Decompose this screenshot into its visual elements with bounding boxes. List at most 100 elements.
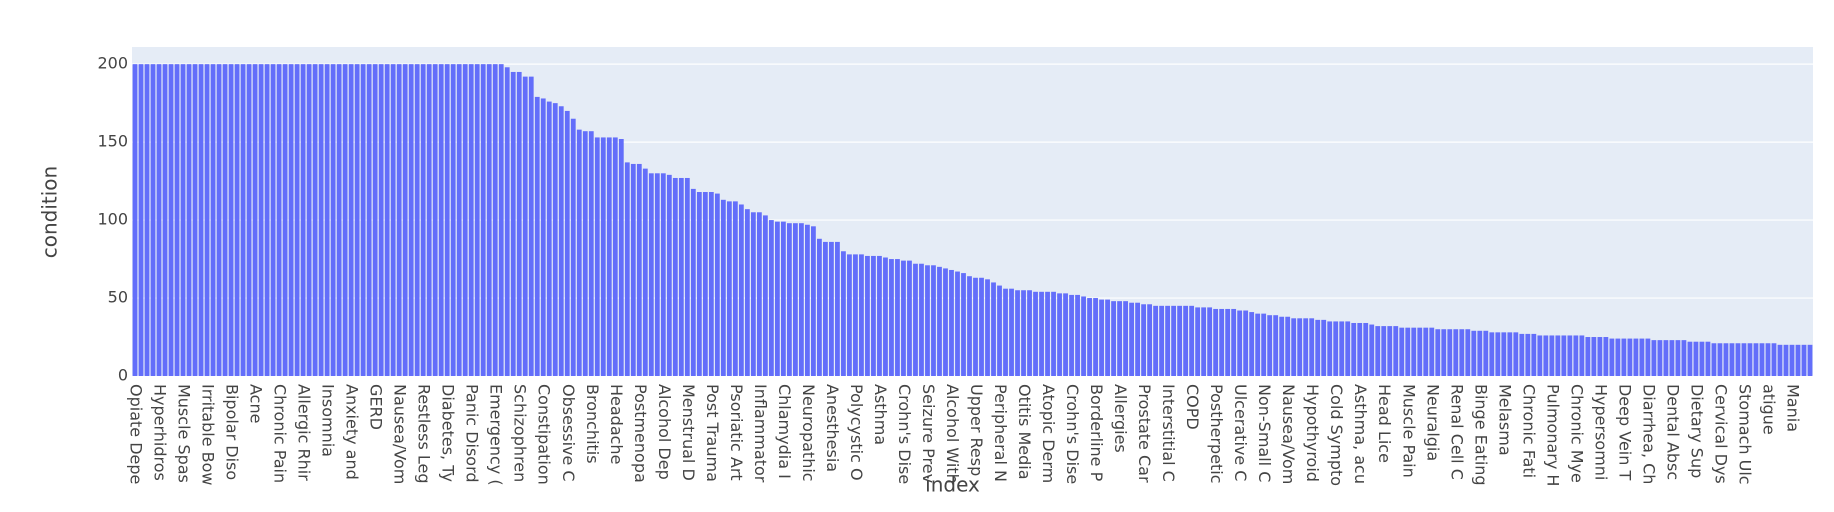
bar bbox=[829, 241, 834, 376]
bar bbox=[1111, 301, 1116, 376]
bar bbox=[1399, 327, 1405, 376]
bar bbox=[468, 64, 474, 376]
x-axis-title: index bbox=[925, 473, 980, 497]
bar bbox=[1021, 290, 1026, 376]
x-tick-label: Cold Sympto bbox=[1327, 384, 1346, 486]
bar bbox=[1165, 305, 1171, 376]
bar bbox=[270, 64, 276, 376]
bar bbox=[570, 118, 576, 376]
bar bbox=[1729, 343, 1735, 376]
x-tick-label: Cervical Dys bbox=[1711, 384, 1730, 484]
bar bbox=[877, 255, 882, 376]
bar bbox=[1009, 288, 1014, 376]
bar bbox=[228, 64, 234, 376]
x-tick-label: Bronchitis bbox=[583, 384, 602, 464]
bar bbox=[492, 64, 498, 376]
bar bbox=[1363, 322, 1369, 376]
bar bbox=[1171, 305, 1177, 376]
bar bbox=[1417, 327, 1423, 376]
x-tick-label: Diabetes, Ty bbox=[439, 384, 458, 482]
bar bbox=[937, 266, 942, 376]
x-tick-label: Non-Small C bbox=[1255, 384, 1274, 482]
bar bbox=[600, 137, 606, 376]
x-tick-label: Borderline P bbox=[1087, 384, 1106, 482]
bar bbox=[498, 64, 504, 376]
bar bbox=[642, 168, 648, 376]
x-tick-label: Hyperhidros bbox=[151, 384, 170, 481]
bar bbox=[1141, 304, 1147, 376]
bar bbox=[1657, 340, 1663, 376]
x-tick-label: Allergies bbox=[1111, 384, 1130, 453]
bar bbox=[1705, 341, 1711, 376]
x-tick-label: Renal Cell C bbox=[1447, 384, 1466, 480]
bar bbox=[943, 268, 948, 376]
bar bbox=[186, 64, 192, 376]
bar bbox=[246, 64, 252, 376]
bar bbox=[252, 64, 258, 376]
x-tick-label: Hypothyroid bbox=[1303, 384, 1322, 482]
bar bbox=[174, 64, 180, 376]
x-tick-label: Ulcerative C bbox=[1231, 384, 1250, 481]
bar bbox=[841, 251, 846, 376]
bar bbox=[648, 173, 654, 376]
bar bbox=[222, 64, 228, 376]
bar bbox=[1327, 321, 1333, 376]
bar bbox=[1489, 332, 1495, 376]
x-tick-label: Prostate Car bbox=[1135, 384, 1154, 483]
bar bbox=[1627, 338, 1633, 376]
x-tick-label: Emergency ( bbox=[487, 384, 506, 486]
bar bbox=[1411, 327, 1417, 376]
bar bbox=[672, 177, 678, 376]
x-tick-label: Interstitial C bbox=[1159, 384, 1178, 482]
bar bbox=[991, 282, 996, 376]
bar bbox=[372, 64, 378, 376]
bar bbox=[913, 263, 918, 376]
bar bbox=[1777, 344, 1783, 376]
bar bbox=[522, 76, 528, 376]
bar bbox=[288, 64, 294, 376]
x-tick-label: Asthma, acu bbox=[1351, 384, 1370, 484]
bar bbox=[907, 260, 912, 376]
x-tick-label: Alcohol Dep bbox=[655, 384, 674, 480]
bar bbox=[774, 221, 780, 376]
bar bbox=[1519, 333, 1525, 376]
bar bbox=[1321, 319, 1327, 376]
bar bbox=[1231, 308, 1237, 376]
x-tick-label: atigue bbox=[1759, 384, 1778, 435]
bar bbox=[919, 263, 924, 376]
x-tick-label: Polycystic O bbox=[847, 384, 866, 481]
bar bbox=[1567, 335, 1573, 376]
bar bbox=[1039, 291, 1044, 376]
bar bbox=[408, 64, 414, 376]
bar bbox=[510, 71, 516, 376]
bar bbox=[156, 64, 162, 376]
bar bbox=[1063, 293, 1068, 376]
bar bbox=[342, 64, 348, 376]
x-tick-label: Stomach Ulc bbox=[1735, 384, 1754, 485]
bar bbox=[865, 255, 870, 376]
bar bbox=[414, 64, 420, 376]
bar bbox=[1381, 326, 1387, 376]
x-tick-label: Restless Leg bbox=[415, 384, 434, 484]
bar bbox=[1267, 315, 1273, 376]
bar bbox=[366, 64, 372, 376]
bar bbox=[1219, 308, 1225, 376]
bar bbox=[1135, 302, 1140, 376]
bar bbox=[204, 64, 210, 376]
bar bbox=[138, 64, 144, 376]
bar bbox=[666, 174, 672, 376]
bar bbox=[300, 64, 306, 376]
bar bbox=[132, 64, 138, 376]
bar bbox=[859, 254, 864, 376]
x-tick-label: Pulmonary H bbox=[1543, 384, 1562, 486]
bar bbox=[805, 224, 810, 376]
bar bbox=[1717, 343, 1723, 376]
bar bbox=[925, 265, 930, 376]
bar bbox=[1081, 296, 1086, 376]
bar bbox=[1351, 322, 1357, 376]
bar bbox=[961, 273, 966, 376]
bar bbox=[720, 199, 726, 376]
bar bbox=[792, 223, 798, 376]
bar bbox=[1201, 307, 1207, 376]
